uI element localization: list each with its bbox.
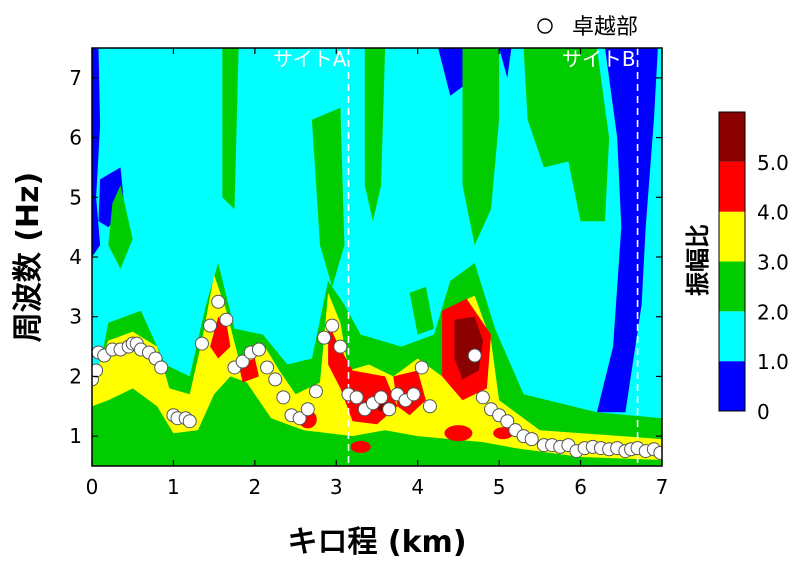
region-low-top-2 (499, 48, 512, 78)
peak-point (308, 384, 323, 399)
colorbar-swatch (719, 361, 745, 411)
y-tick-label: 4 (69, 245, 82, 269)
colorbar-label: 0 (757, 400, 770, 424)
peak-point (235, 354, 250, 369)
peak-points (92, 294, 662, 460)
region-red-7 (350, 440, 371, 453)
colorbar-swatches (718, 111, 746, 412)
region-red-6 (444, 425, 473, 442)
colorbar-swatch (719, 161, 745, 212)
peak-point (349, 390, 364, 405)
heatmap-area (92, 48, 662, 466)
contour-regions (92, 48, 662, 466)
region-green-mid-2 (409, 286, 434, 335)
peak-point (414, 360, 429, 375)
colorbar-label: 2.0 (757, 300, 789, 324)
peak-point (219, 312, 234, 327)
region-darkred-1 (454, 316, 483, 380)
y-tick-label: 6 (69, 126, 82, 150)
region-red-9 (493, 427, 514, 440)
site-label-b: サイトB (562, 47, 636, 71)
y-axis-title: 周波数 (Hz) (11, 172, 46, 342)
x-tick-label: 4 (411, 475, 424, 499)
legend-label: 卓越部 (572, 15, 638, 40)
peak-point (182, 414, 197, 429)
region-green-upper-2 (311, 107, 345, 287)
peak-point (500, 414, 515, 429)
colorbar-swatch (719, 211, 745, 262)
region-low-left (92, 48, 101, 257)
x-tick-label: 1 (167, 475, 180, 499)
y-tick-label: 2 (69, 364, 82, 388)
peak-point (211, 294, 226, 309)
peak-point (333, 339, 348, 354)
x-axis-ticks: 0 1 2 3 4 5 6 7 (86, 48, 669, 499)
region-green-upper-1 (222, 48, 239, 210)
peak-point (382, 402, 397, 417)
peak-point (194, 336, 209, 351)
x-tick-label: 6 (574, 475, 587, 499)
peak-point (268, 372, 283, 387)
colorbar-labels: 0 1.0 2.0 3.0 4.0 5.0 (757, 151, 789, 424)
colorbar-swatch (719, 112, 745, 162)
peak-point (653, 445, 662, 460)
colorbar-title: 振幅比 (684, 224, 712, 296)
y-tick-label: 1 (69, 424, 82, 448)
region-green-upper-5 (523, 48, 610, 222)
x-tick-label: 7 (656, 475, 669, 499)
peak-point (292, 411, 307, 426)
peak-point (260, 360, 275, 375)
peak-point (251, 342, 266, 357)
peak-point (467, 348, 482, 363)
region-low-right (596, 48, 658, 413)
peak-point (154, 360, 169, 375)
colorbar-frame (718, 111, 746, 412)
legend: 卓越部 (537, 15, 638, 40)
peak-point (422, 399, 437, 414)
y-tick-label: 5 (69, 185, 82, 209)
region-green-mid-1 (108, 185, 133, 269)
region-green-upper-3 (364, 48, 386, 222)
colorbar-label: 1.0 (757, 350, 789, 374)
x-axis-title: キロ程 (km) (287, 525, 466, 560)
colorbar-swatch (719, 311, 745, 362)
region-green-upper-4 (462, 48, 500, 246)
peak-point (325, 318, 340, 333)
x-tick-label: 3 (330, 475, 343, 499)
y-axis-ticks: 1 2 3 4 5 6 7 (69, 66, 662, 448)
colorbar: 0 1.0 2.0 3.0 4.0 5.0 振幅比 (684, 111, 789, 424)
colorbar-label: 5.0 (757, 151, 789, 175)
colorbar-swatch (719, 261, 745, 312)
x-tick-label: 0 (86, 475, 99, 499)
peak-point (203, 318, 218, 333)
colorbar-label: 4.0 (757, 201, 789, 225)
peak-point (475, 390, 490, 405)
x-tick-label: 5 (493, 475, 506, 499)
region-red-1 (210, 316, 231, 359)
peak-point (300, 402, 315, 417)
peak-point (317, 330, 332, 345)
site-label-a: サイトA (273, 47, 347, 71)
colorbar-label: 3.0 (757, 251, 789, 275)
site-labels: サイトA サイトB (273, 47, 636, 71)
x-tick-label: 2 (248, 475, 261, 499)
y-tick-label: 7 (69, 66, 82, 90)
y-tick-label: 3 (69, 305, 82, 329)
legend-marker-icon (537, 18, 553, 34)
peak-point (406, 387, 421, 402)
peak-point (276, 390, 291, 405)
peak-point (374, 390, 389, 405)
peak-point (524, 432, 539, 447)
